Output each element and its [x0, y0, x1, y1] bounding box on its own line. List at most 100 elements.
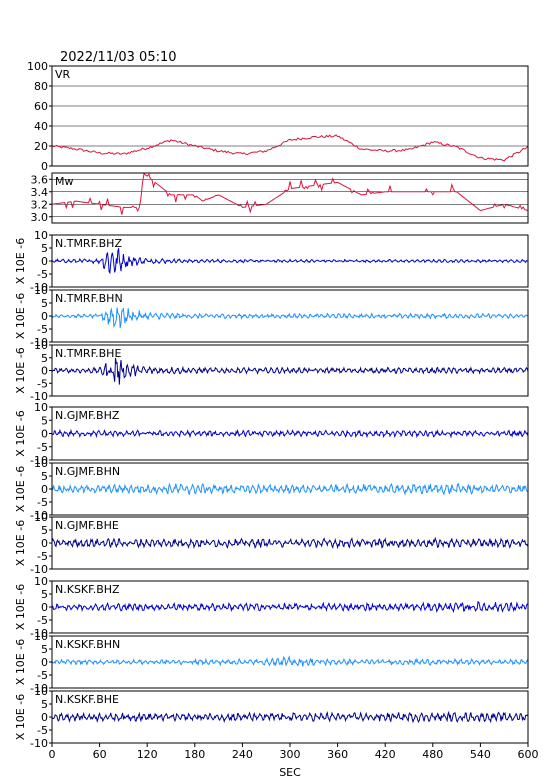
y-tick-label: 0 — [41, 160, 48, 173]
y-tick-label: 5 — [41, 297, 48, 310]
x-axis-label: SEC — [279, 766, 301, 779]
x-axis: 0 60 120 180 240 300 360 420 480 540 600 — [49, 743, 539, 761]
y-axis-label: X 10E -6 — [14, 347, 27, 393]
y-tick-label: 3.0 — [31, 211, 49, 224]
y-tick-label: 10 — [34, 229, 48, 242]
y-axis-label: X 10E -6 — [14, 584, 27, 630]
y-axis-label: X 10E -6 — [14, 639, 27, 685]
chart-title: 2022/11/03 05:10 — [60, 50, 177, 65]
panel-frame — [51, 406, 529, 461]
series-line-n-gjmf-bhn — [51, 482, 529, 496]
series-line-n-kskf-bhn — [51, 655, 529, 667]
y-tick-label: -10 — [30, 509, 48, 522]
y-tick-label: -5 — [37, 323, 48, 336]
y-tick-label: -5 — [37, 496, 48, 509]
panel-label: N.TMRF.BHE — [55, 347, 121, 360]
x-tick-label: 60 — [93, 748, 107, 761]
panel-vr: 0 20 40 60 80 100 VR — [27, 60, 529, 173]
y-tick-label: -10 — [30, 737, 48, 750]
y-tick-label: 5 — [41, 643, 48, 656]
y-tick-label: 0 — [41, 428, 48, 441]
y-tick-label: 40 — [34, 120, 48, 133]
y-axis-label: X 10E -6 — [14, 238, 27, 284]
y-tick-label: 80 — [34, 80, 48, 93]
y-tick-label: 10 — [34, 457, 48, 470]
y-axis-label: X 10E -6 — [14, 694, 27, 740]
panel-label: N.GJMF.BHN — [55, 465, 120, 478]
y-tick-label: 3.6 — [31, 173, 49, 186]
y-tick-label: 0 — [41, 711, 48, 724]
panel-label: N.TMRF.BHN — [55, 292, 123, 305]
y-tick-label: 0 — [41, 483, 48, 496]
x-tick-label: 240 — [232, 748, 253, 761]
panel-frame — [51, 65, 529, 167]
panel-frame — [51, 462, 529, 516]
y-axis-label: X 10E -6 — [14, 410, 27, 456]
y-tick-label: 10 — [34, 511, 48, 524]
y-tick-label: -5 — [37, 377, 48, 390]
y-tick-label: 5 — [41, 588, 48, 601]
y-tick-label: 5 — [41, 352, 48, 365]
y-tick-label: 3.2 — [31, 198, 49, 211]
y-tick-label: -10 — [30, 627, 48, 640]
y-tick-label: 10 — [34, 339, 48, 352]
series-line-n-kskf-bhz — [51, 601, 529, 614]
y-tick-label: -5 — [37, 614, 48, 627]
y-tick-label: 0 — [41, 310, 48, 323]
x-tick-label: 600 — [518, 748, 539, 761]
series-line-n-gjmf-bhe — [51, 536, 529, 550]
x-tick-label: 120 — [137, 748, 158, 761]
y-tick-label: -10 — [30, 454, 48, 467]
y-tick-label: 10 — [34, 575, 48, 588]
y-tick-label: 0 — [41, 255, 48, 268]
panel-frame — [51, 580, 529, 634]
y-tick-label: -5 — [37, 441, 48, 454]
y-tick-label: 5 — [41, 414, 48, 427]
x-tick-label: 180 — [184, 748, 205, 761]
x-tick-label: 420 — [375, 748, 396, 761]
x-tick-label: 480 — [422, 748, 443, 761]
series-line-n-tmrf-bhe — [51, 357, 529, 385]
y-tick-label: 5 — [41, 524, 48, 537]
panel-label: Mw — [55, 175, 74, 188]
panel-label: N.GJMF.BHE — [55, 519, 119, 532]
panel-label: N.KSKF.BHZ — [55, 583, 120, 596]
y-tick-label: -5 — [37, 669, 48, 682]
panel-label: VR — [55, 68, 71, 81]
panel-frame — [51, 635, 529, 689]
y-tick-label: 0 — [41, 601, 48, 614]
y-tick-label: -10 — [30, 563, 48, 576]
panel-mw: 3.03.23.43.6 Mw — [31, 172, 529, 224]
y-tick-label: -10 — [30, 390, 48, 403]
y-tick-label: 60 — [34, 100, 48, 113]
series-line-mw — [51, 172, 529, 215]
y-axis-label: X 10E -6 — [14, 466, 27, 512]
series-line-n-tmrf-bhz — [51, 248, 528, 275]
y-tick-label: -5 — [37, 724, 48, 737]
y-tick-label: 10 — [34, 284, 48, 297]
y-tick-label: 20 — [34, 140, 48, 153]
y-tick-label: 5 — [41, 242, 48, 255]
y-tick-label: 0 — [41, 656, 48, 669]
y-tick-label: 10 — [34, 630, 48, 643]
panel-frame — [51, 516, 529, 570]
y-axis-label: X 10E -6 — [14, 520, 27, 566]
y-tick-label: 0 — [41, 537, 48, 550]
y-tick-label: 5 — [41, 470, 48, 483]
x-tick-label: 0 — [49, 748, 56, 761]
y-tick-label: 5 — [41, 698, 48, 711]
y-tick-label: -10 — [30, 281, 48, 294]
y-tick-label: 100 — [27, 60, 48, 73]
x-tick-label: 300 — [280, 748, 301, 761]
series-line-n-kskf-bhe — [51, 710, 529, 724]
panel-label: N.KSKF.BHN — [55, 638, 120, 651]
